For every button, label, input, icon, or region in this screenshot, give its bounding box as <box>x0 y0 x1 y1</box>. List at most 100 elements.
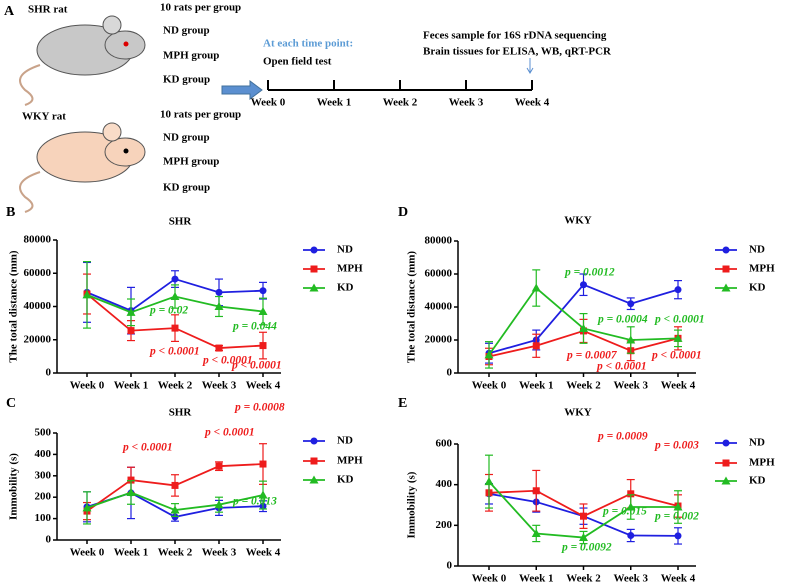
panel-label: A <box>4 4 15 19</box>
marker <box>674 532 682 540</box>
annotation: p < 0.0001 <box>654 314 705 326</box>
x-tick-label: Week 0 <box>472 380 507 392</box>
x-tick-label: Week 0 <box>472 573 507 585</box>
legend-label: ND <box>337 244 353 256</box>
marker <box>215 344 223 352</box>
legend-marker <box>722 265 730 273</box>
annotation: p = 0.0009 <box>597 431 648 443</box>
annotation: p = 0.02 <box>149 305 188 317</box>
marker <box>82 290 92 299</box>
timepoint: At each time point: <box>263 38 353 50</box>
chart-title: SHR <box>169 216 193 228</box>
marker <box>579 533 588 542</box>
timeline-label: Week 0 <box>251 97 286 109</box>
y-axis-label: Immobility (s) <box>406 471 418 538</box>
legend-label: KD <box>337 282 354 294</box>
y-tick-label: 60000 <box>425 268 453 280</box>
marker <box>126 487 136 496</box>
marker <box>626 502 636 511</box>
y-tick-label: 40000 <box>24 300 52 312</box>
marker <box>531 528 541 537</box>
rat-name: WKY rat <box>22 111 66 123</box>
y-axis-label: The total distance (mm) <box>406 251 418 363</box>
marker <box>674 286 682 294</box>
annotation: p = 0.0008 <box>234 402 285 414</box>
panel-label: E <box>398 396 407 411</box>
group-item: KD group <box>163 182 210 194</box>
legend-label: ND <box>749 437 765 449</box>
x-tick-label: Week 4 <box>661 380 696 392</box>
y-tick-label: 40000 <box>425 301 453 313</box>
marker <box>170 505 180 514</box>
legend-marker <box>722 459 730 467</box>
annotation: p = 0.013 <box>232 496 277 508</box>
x-tick-label: Week 4 <box>246 547 281 559</box>
marker <box>214 302 224 310</box>
legend-marker <box>310 437 318 445</box>
annotation: p < 0.0001 <box>596 361 647 373</box>
x-tick-label: Week 1 <box>519 380 554 392</box>
x-tick-label: Week 2 <box>158 547 193 559</box>
y-axis-label: Immobility (s) <box>8 453 20 520</box>
chart-title: WKY <box>564 215 592 227</box>
x-tick-label: Week 1 <box>519 573 554 585</box>
panel-label: B <box>6 205 15 220</box>
annotation: p < 0.0001 <box>204 427 255 439</box>
marker <box>82 503 92 512</box>
timeline-label: Week 2 <box>383 97 418 109</box>
annotation: p = 0.044 <box>232 321 277 333</box>
y-tick-label: 500 <box>35 427 52 439</box>
x-tick-label: Week 2 <box>158 380 193 392</box>
arrow <box>221 80 263 100</box>
marker <box>673 502 683 511</box>
annotation: p = 0.0012 <box>564 267 615 279</box>
x-tick-label: Week 3 <box>202 380 237 392</box>
legend-marker <box>721 476 731 485</box>
marker <box>580 281 587 289</box>
legend-label: KD <box>337 474 354 486</box>
marker <box>531 283 541 292</box>
y-tick-label: 300 <box>35 469 52 481</box>
x-tick-label: Week 1 <box>114 380 149 392</box>
group-count: 10 rats per group <box>160 2 241 14</box>
annotation: p < 0.0001 <box>231 360 282 372</box>
small-arrow-head <box>526 67 534 74</box>
y-tick-label: 80000 <box>24 234 52 246</box>
legend-marker <box>310 246 318 254</box>
annotation: p < 0.0001 <box>149 346 200 358</box>
legend-label: KD <box>749 282 766 294</box>
y-tick-label: 600 <box>436 438 453 450</box>
rat-shr <box>19 15 146 106</box>
x-tick-label: Week 2 <box>566 573 601 585</box>
y-tick-label: 0 <box>46 534 52 546</box>
rat-name: SHR rat <box>28 4 68 16</box>
x-tick-label: Week 0 <box>70 547 105 559</box>
timeline-label: Week 1 <box>317 97 352 109</box>
chart-title: SHR <box>169 407 193 419</box>
annotation: p = 0.0004 <box>597 314 648 326</box>
legend-label: KD <box>749 475 766 487</box>
group-item: ND group <box>163 132 210 144</box>
x-tick-label: Week 3 <box>613 573 648 585</box>
rat-wky <box>19 122 146 213</box>
y-tick-label: 20000 <box>24 333 52 345</box>
annotation: p < 0.0001 <box>122 442 173 454</box>
timeline-label: Week 3 <box>449 97 484 109</box>
legend-marker <box>722 439 730 447</box>
y-tick-label: 200 <box>35 491 52 503</box>
legend-label: ND <box>749 244 765 256</box>
y-tick-label: 0 <box>447 367 453 379</box>
x-tick-label: Week 3 <box>202 547 237 559</box>
marker <box>627 300 635 308</box>
marker <box>126 307 136 316</box>
legend-marker <box>310 457 318 465</box>
y-tick-label: 100 <box>35 512 52 524</box>
legend-label: ND <box>337 435 353 447</box>
legend-label: MPH <box>749 263 775 275</box>
y-tick-label: 80000 <box>425 235 453 247</box>
legend-label: MPH <box>337 263 363 275</box>
marker <box>171 481 179 489</box>
annotation: p < 0.0001 <box>202 355 253 367</box>
x-tick-label: Week 4 <box>661 573 696 585</box>
